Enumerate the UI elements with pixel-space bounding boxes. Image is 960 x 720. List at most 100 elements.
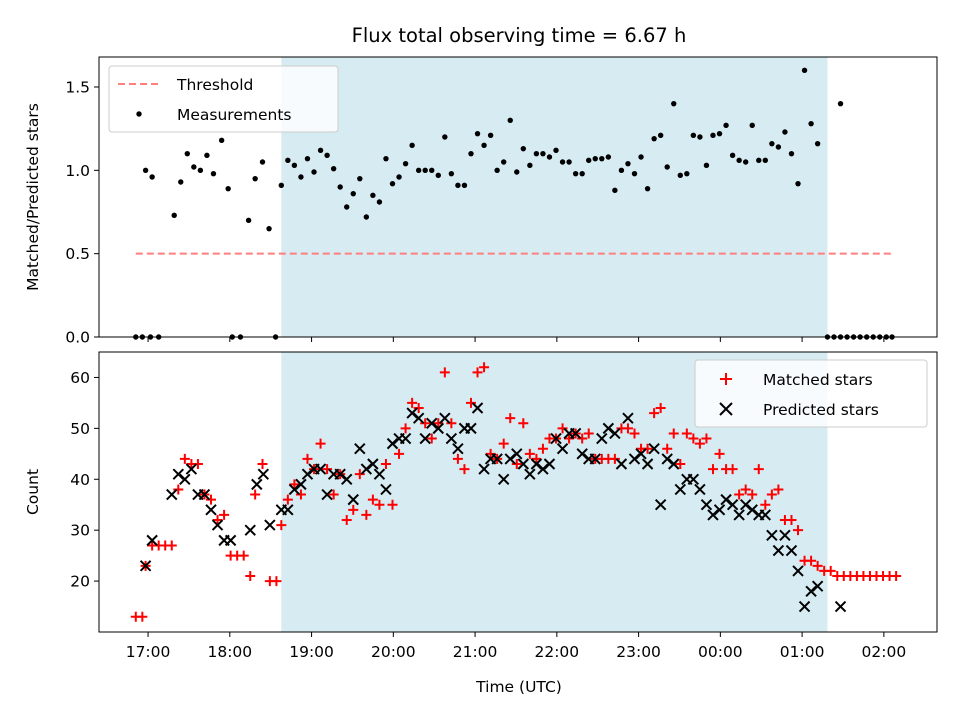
measurement-point: [837, 100, 844, 107]
measurement-point: [599, 155, 605, 162]
predicted-point: [211, 519, 224, 531]
ratio-axes-frame: [98, 56, 938, 338]
measurement-point: [474, 130, 481, 137]
x-tick-label: 23:00: [616, 643, 661, 661]
predicted-point: [452, 443, 464, 455]
matched-point: [518, 418, 529, 429]
measurement-point: [736, 157, 742, 164]
x-axis-label: Time (UTC): [475, 678, 562, 696]
legend-predicted-label: Predicted stars: [763, 401, 879, 419]
matched-point: [806, 555, 817, 566]
predicted-point: [654, 499, 667, 511]
measurement-point: [638, 154, 644, 160]
matched-point: [302, 453, 313, 464]
count-panel: 20 30 40 50 60 17:00 18:00 19:00 20:00 21:00 22:0…: [24, 351, 938, 661]
ratio-y-axis-label: Matched/Predicted stars: [24, 103, 42, 291]
matched-point: [649, 408, 660, 419]
predicted-point: [354, 443, 366, 455]
predicted-point: [341, 473, 353, 485]
measurement-point: [814, 140, 821, 147]
measurement-point: [697, 134, 703, 140]
measurement-point: [357, 175, 363, 182]
measurement-point: [644, 185, 651, 192]
matched-point: [577, 433, 588, 444]
ratio-shaded-window: [281, 57, 828, 337]
measurement-point: [389, 180, 396, 187]
predicted-point: [569, 427, 582, 440]
predicted-point: [347, 493, 359, 506]
matched-point: [394, 448, 405, 459]
measurement-point: [178, 179, 184, 185]
matched-point: [891, 571, 902, 581]
matched-point: [179, 453, 190, 464]
predicted-point: [497, 473, 510, 485]
predicted-point: [314, 463, 327, 475]
measurement-point: [415, 167, 422, 174]
measurement-point: [749, 122, 755, 129]
matched-point: [681, 428, 692, 439]
matched-point: [426, 433, 437, 444]
matched-point: [668, 428, 679, 439]
x-tick-label: 18:00: [207, 643, 252, 661]
matched-point: [714, 448, 725, 459]
measurement-point: [370, 192, 376, 199]
predicted-point: [726, 499, 739, 511]
matched-point: [206, 494, 217, 505]
predicted-point: [713, 504, 726, 516]
measurement-point: [664, 164, 670, 170]
y-tick-label: 60: [70, 369, 90, 387]
measurement-point: [605, 154, 612, 160]
matched-point: [271, 576, 282, 587]
chart-title: Flux total observing time = 6.67 h: [352, 24, 687, 47]
y-tick-label: 0.0: [65, 329, 90, 347]
measurement-point: [468, 150, 474, 157]
predicted-point: [185, 463, 198, 475]
matched-point: [629, 428, 640, 439]
predicted-point: [465, 422, 477, 435]
matched-point: [137, 611, 148, 622]
matched-point: [753, 464, 764, 475]
matched-point: [192, 459, 203, 469]
predicted-point: [785, 544, 798, 557]
matched-point: [740, 484, 751, 495]
matched-point: [793, 525, 804, 536]
measurement-point: [171, 212, 177, 219]
legend-matched-swatch: [720, 373, 732, 385]
matched-point: [348, 504, 359, 515]
matched-point: [238, 550, 249, 561]
x-tick-label: 22:00: [534, 643, 579, 661]
measurement-point: [304, 155, 311, 162]
matched-point: [688, 433, 699, 444]
matched-point: [747, 489, 758, 500]
predicted-point: [471, 402, 484, 414]
legend-threshold-label: Threshold: [176, 76, 253, 94]
measurement-point: [657, 132, 664, 139]
measurement-point: [559, 159, 566, 165]
predicted-point: [301, 468, 314, 480]
predicted-point: [589, 453, 601, 465]
predicted-point: [798, 600, 811, 613]
predicted-point: [530, 458, 543, 470]
predicted-point: [224, 534, 237, 547]
measurement-point: [402, 160, 409, 167]
measurement-point: [507, 117, 513, 124]
predicted-point: [439, 412, 451, 424]
predicted-point: [386, 437, 399, 450]
x-tick-label: 19:00: [289, 643, 334, 661]
predicted-point: [426, 417, 438, 429]
measurement-point: [252, 175, 258, 182]
measurement-point: [337, 184, 343, 190]
matched-point: [413, 403, 424, 413]
y-tick-label: 1.5: [65, 79, 90, 97]
y-tick-label: 40: [70, 471, 90, 489]
predicted-point: [811, 580, 824, 592]
matched-point: [734, 489, 745, 500]
measurement-point: [481, 142, 487, 149]
measurement-point: [520, 145, 527, 152]
measurement-point: [703, 162, 710, 169]
matched-point: [537, 443, 548, 454]
predicted-point: [179, 473, 191, 485]
measurement-point: [218, 137, 225, 144]
matched-point: [642, 443, 653, 454]
predicted-point: [295, 478, 307, 491]
